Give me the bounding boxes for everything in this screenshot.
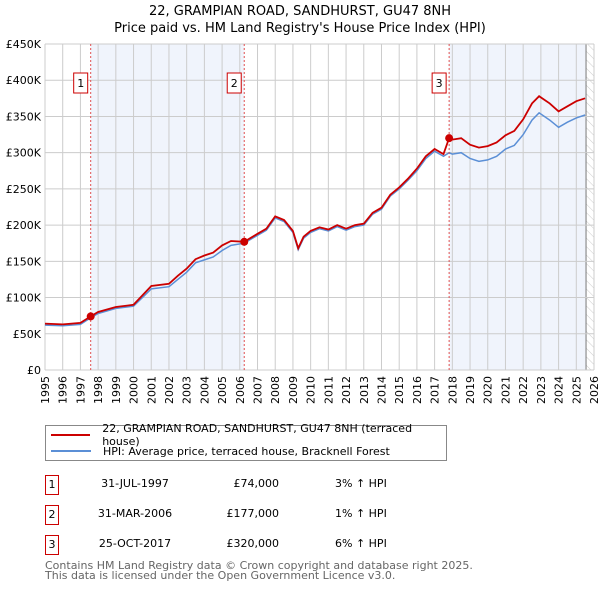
sale-date: 31-MAR-2006 xyxy=(97,507,173,520)
sale-hpi-diff: 1% ↑ HPI xyxy=(335,507,387,520)
sale-marker-label: 2 xyxy=(45,505,59,525)
x-tick-label: 2024 xyxy=(553,376,566,404)
sale-point xyxy=(240,237,249,246)
y-tick-label: £250K xyxy=(6,183,42,196)
x-tick-label: 2003 xyxy=(181,376,194,404)
legend-item-hpi: HPI: Average price, terraced house, Brac… xyxy=(46,443,390,459)
y-tick-label: £300K xyxy=(6,147,42,160)
y-tick-label: £400K xyxy=(6,74,42,87)
sale-marker-box xyxy=(226,72,242,94)
sale-row: 1 31-JUL-1997 £74,000 3% ↑ HPI xyxy=(45,475,445,495)
sale-marker-label: 3 xyxy=(436,77,443,90)
sale-point xyxy=(445,134,454,143)
blue-line-swatch xyxy=(51,450,91,452)
y-tick-label: £0 xyxy=(27,364,41,377)
x-tick-label: 2014 xyxy=(375,376,388,404)
red-line-swatch xyxy=(51,434,91,436)
sale-price: £74,000 xyxy=(233,477,280,490)
x-tick-label: 2019 xyxy=(464,376,477,404)
x-tick-label: 2007 xyxy=(252,376,265,404)
y-tick-label: £200K xyxy=(6,219,42,232)
chart-title: 22, GRAMPIAN ROAD, SANDHURST, GU47 8NH xyxy=(148,4,452,19)
shaded-range xyxy=(90,44,245,370)
x-tick-label: 1997 xyxy=(74,376,87,404)
sale-point xyxy=(86,312,95,321)
footer: Contains HM Land Registry data © Crown c… xyxy=(45,559,473,582)
sale-marker-box xyxy=(73,72,89,94)
y-tick-label: £100K xyxy=(6,292,42,305)
sale-row: 2 31-MAR-2006 £177,000 1% ↑ HPI xyxy=(45,505,445,525)
sale-hpi-diff: 6% ↑ HPI xyxy=(335,537,387,550)
x-tick-label: 2001 xyxy=(145,376,158,404)
x-tick-label: 1998 xyxy=(92,376,105,404)
x-tick-label: 2022 xyxy=(517,376,530,404)
sale-marker-label: 3 xyxy=(45,535,59,555)
x-tick-label: 1995 xyxy=(39,376,52,404)
x-tick-label: 2010 xyxy=(305,376,318,404)
sale-marker-label: 1 xyxy=(77,77,84,90)
x-tick-label: 2008 xyxy=(269,376,282,404)
x-tick-label: 1996 xyxy=(57,376,70,404)
y-tick-label: £50K xyxy=(13,328,42,341)
shaded-range xyxy=(449,44,587,370)
sale-row: 3 25-OCT-2017 £320,000 6% ↑ HPI xyxy=(45,535,445,555)
legend-item-price: 22, GRAMPIAN ROAD, SANDHURST, GU47 8NH (… xyxy=(46,422,446,448)
x-tick-label: 2026 xyxy=(588,376,600,404)
sale-price: £177,000 xyxy=(226,507,280,520)
x-tick-label: 2012 xyxy=(340,376,353,404)
y-tick-label: £450K xyxy=(6,38,42,51)
sale-date: 31-JUL-1997 xyxy=(101,477,169,490)
x-tick-label: 2023 xyxy=(535,376,548,404)
sale-marker-label: 2 xyxy=(231,77,238,90)
sale-hpi-diff: 3% ↑ HPI xyxy=(335,477,387,490)
y-tick-label: £350K xyxy=(6,110,42,123)
x-tick-label: 2005 xyxy=(216,376,229,404)
x-tick-label: 2000 xyxy=(128,376,141,404)
sale-price: £320,000 xyxy=(226,537,280,550)
x-tick-label: 2013 xyxy=(358,376,371,404)
sale-date: 25-OCT-2017 xyxy=(98,537,172,550)
x-tick-label: 2025 xyxy=(570,376,583,404)
x-tick-label: 2006 xyxy=(234,376,247,404)
x-tick-label: 2017 xyxy=(429,376,442,404)
y-tick-label: £150K xyxy=(6,255,42,268)
x-tick-label: 2011 xyxy=(322,376,335,404)
price-paid-line xyxy=(44,95,586,326)
x-tick-label: 1999 xyxy=(110,376,123,404)
plot-area: 1995 1996 1997 1998 1999 2000 2001 2002 2003 2004… xyxy=(6,38,600,404)
chart-subtitle: Price paid vs. HM Land Registry's House … xyxy=(114,21,486,36)
forecast-hatch xyxy=(586,44,594,370)
legend: 22, GRAMPIAN ROAD, SANDHURST, GU47 8NH (… xyxy=(45,422,447,461)
sale-marker-label: 1 xyxy=(45,475,59,495)
x-tick-label: 2004 xyxy=(198,376,211,404)
x-tick-label: 2018 xyxy=(446,376,459,404)
x-tick-label: 2015 xyxy=(393,376,406,404)
legend-label: HPI: Average price, terraced house, Brac… xyxy=(103,444,390,458)
x-tick-label: 2002 xyxy=(163,376,176,404)
legend-label: 22, GRAMPIAN ROAD, SANDHURST, GU47 8NH (… xyxy=(102,422,413,448)
footer-licence: This data is licensed under the Open Gov… xyxy=(45,569,396,582)
x-tick-label: 2021 xyxy=(499,376,512,404)
x-tick-label: 2016 xyxy=(411,376,424,404)
sale-marker-box xyxy=(431,72,447,94)
footer-copyright: Contains HM Land Registry data © Crown c… xyxy=(45,559,473,572)
x-tick-label: 2009 xyxy=(287,376,300,404)
hpi-line xyxy=(44,111,586,327)
x-tick-label: 2020 xyxy=(482,376,495,404)
